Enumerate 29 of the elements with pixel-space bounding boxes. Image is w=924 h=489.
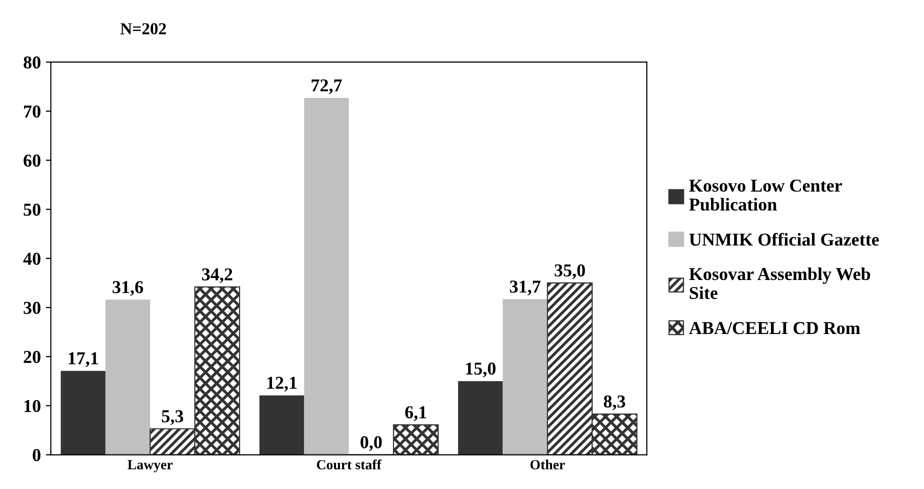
y-tick-label: 80 (24, 56, 40, 69)
data-label: 15,0 (466, 362, 496, 378)
data-label: 8,3 (604, 395, 626, 410)
legend-label: ABA/CEELI CD Rom (689, 322, 860, 334)
data-label: 31,6 (112, 281, 144, 296)
data-label: 34,2 (202, 268, 232, 284)
y-tick-label: 0 (32, 449, 40, 462)
data-label: 6,1 (405, 406, 426, 421)
y-tick-label: 60 (24, 154, 40, 167)
data-label: 31,7 (510, 280, 540, 296)
y-tick-label: 40 (23, 252, 40, 265)
y-tick-label: 70 (24, 105, 40, 118)
y-tick-label: 20 (24, 350, 40, 364)
y-tick-label: 50 (24, 204, 40, 216)
data-label: 35,0 (554, 264, 585, 280)
y-tick-label: 10 (24, 400, 40, 412)
legend-label: UNMIK Official Gazette (689, 232, 879, 246)
data-label: 17,1 (68, 352, 98, 368)
x-tick-label: Lawyer (128, 460, 173, 472)
data-label: 72,7 (312, 79, 342, 94)
x-tick-label: Other (530, 460, 565, 470)
y-tick-label: 30 (24, 302, 40, 314)
data-label: 5,3 (162, 410, 184, 425)
data-label: 0,0 (360, 436, 382, 451)
x-tick-label: Court staff (316, 459, 382, 470)
legend-label: Kosovar Assembly Web Site (689, 267, 870, 300)
legend-label: Kosovo Low Center Publication (689, 180, 842, 211)
chart-title: N=202 (120, 23, 166, 34)
data-label: 12,1 (267, 376, 297, 392)
